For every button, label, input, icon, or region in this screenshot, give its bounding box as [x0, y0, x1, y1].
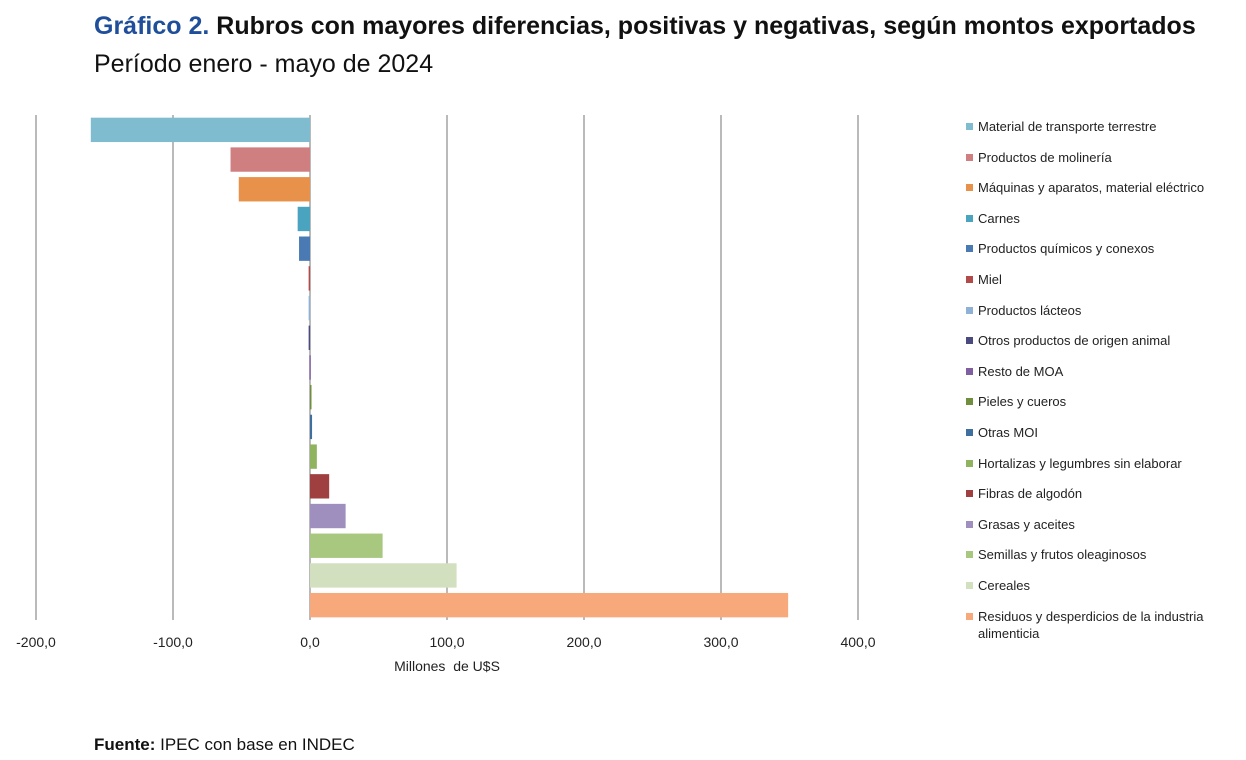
- bar: [90, 117, 310, 143]
- legend-label: Pieles y cueros: [978, 394, 1067, 410]
- legend-swatch: [966, 429, 973, 436]
- legend-label: Máquinas y aparatos, material eléctrico: [978, 180, 1205, 196]
- chart-title-prefix: Gráfico 2.: [94, 12, 210, 40]
- legend-swatch: [966, 367, 973, 375]
- legend-item: Pieles y cueros: [966, 393, 1223, 410]
- legend-item: Miel: [966, 271, 1223, 288]
- x-tick-label: -200,0: [16, 634, 56, 650]
- legend-item: Otras MOI: [966, 424, 1223, 441]
- x-tick-label: 100,0: [429, 634, 464, 650]
- legend-label: Productos químicos y conexos: [978, 241, 1155, 257]
- legend-label: Carnes: [978, 210, 1020, 226]
- legend-swatch: [966, 612, 973, 620]
- source-label: Fuente:: [94, 735, 156, 754]
- legend-swatch: [966, 520, 973, 528]
- bar: [308, 266, 311, 291]
- legend-label: Productos lácteos: [978, 302, 1082, 318]
- legend-item: Productos de molinería: [966, 149, 1223, 166]
- chart-subtitle: Período enero - mayo de 2024: [94, 50, 434, 78]
- bar: [230, 147, 310, 172]
- bar: [309, 355, 311, 380]
- x-tick-label: 400,0: [840, 634, 875, 650]
- legend-swatch: [966, 398, 973, 406]
- legend-item: Carnes: [966, 210, 1223, 227]
- legend-item: Productos químicos y conexos: [966, 240, 1223, 257]
- legend-label: Miel: [978, 272, 1002, 287]
- legend-swatch: [966, 337, 973, 345]
- bar: [310, 533, 383, 558]
- legend-item: Máquinas y aparatos, material eléctrico: [966, 179, 1223, 196]
- x-tick-label: 200,0: [566, 634, 601, 650]
- bar: [297, 206, 310, 232]
- x-axis-title: Millones de U$S: [394, 658, 500, 674]
- legend-label: Hortalizas y legumbres sin elaborar: [978, 455, 1182, 471]
- bar: [238, 177, 310, 202]
- legend-label: Residuos y desperdicios de la industria …: [978, 608, 1204, 641]
- bar: [299, 236, 310, 261]
- bar: [310, 414, 313, 440]
- bars: [90, 117, 789, 618]
- legend-label: Semillas y frutos oleaginosos: [978, 547, 1147, 563]
- legend-label: Otros productos de origen animal: [978, 333, 1171, 349]
- legend-item: Semillas y frutos oleaginosos: [966, 546, 1223, 563]
- bar: [310, 444, 317, 469]
- x-tick-label: 300,0: [703, 634, 738, 650]
- legend-swatch: [966, 306, 973, 314]
- legend-label: Productos de molinería: [978, 149, 1112, 165]
- legend-item: Otros productos de origen animal: [966, 332, 1223, 349]
- legend-swatch: [966, 184, 973, 192]
- legend-swatch: [966, 214, 973, 222]
- bar: [308, 295, 311, 321]
- legend-label: Grasas y aceites: [978, 516, 1075, 532]
- legend-label: Otras MOI: [978, 425, 1038, 440]
- source-note: Fuente: IPEC con base en INDEC: [94, 735, 355, 755]
- legend-swatch: [966, 582, 973, 589]
- legend-item: Hortalizas y legumbres sin elaborar: [966, 455, 1223, 472]
- legend-item: Resto de MOA: [966, 363, 1223, 380]
- legend-item: Material de transporte terrestre: [966, 118, 1223, 135]
- legend-swatch: [966, 459, 973, 467]
- legend-label: Material de transporte terrestre: [978, 119, 1157, 134]
- legend-label: Resto de MOA: [978, 363, 1064, 379]
- legend-item: Cereales: [966, 577, 1223, 594]
- x-tick-label: 0,0: [300, 634, 320, 650]
- chart-title-main: Rubros con mayores diferencias, positiva…: [216, 12, 1196, 40]
- legend-swatch: [966, 153, 973, 161]
- bar: [310, 385, 312, 410]
- legend-swatch: [966, 123, 973, 130]
- bar: [310, 563, 457, 588]
- legend-item: Residuos y desperdicios de la industria …: [966, 608, 1223, 642]
- legend-swatch: [966, 245, 973, 253]
- chart-title: Gráfico 2. Rubros con mayores diferencia…: [94, 12, 1196, 41]
- source-text: IPEC con base en INDEC: [160, 735, 355, 754]
- legend-swatch: [966, 276, 973, 283]
- legend-item: Fibras de algodón: [966, 485, 1223, 502]
- x-tick-label: -100,0: [153, 634, 193, 650]
- gridlines: [35, 115, 859, 620]
- bar: [310, 474, 330, 499]
- bar: [310, 503, 346, 529]
- legend-label: Fibras de algodón: [978, 486, 1083, 502]
- legend-label: Cereales: [978, 578, 1031, 593]
- legend-swatch: [966, 490, 973, 498]
- legend-item: Productos lácteos: [966, 302, 1223, 319]
- bar: [308, 325, 311, 350]
- legend-item: Grasas y aceites: [966, 516, 1223, 533]
- legend-swatch: [966, 551, 973, 559]
- x-tick-labels: -200,0 -100,0 0,0 100,0 200,0 300,0 400,0: [16, 634, 876, 650]
- bar: [310, 592, 789, 618]
